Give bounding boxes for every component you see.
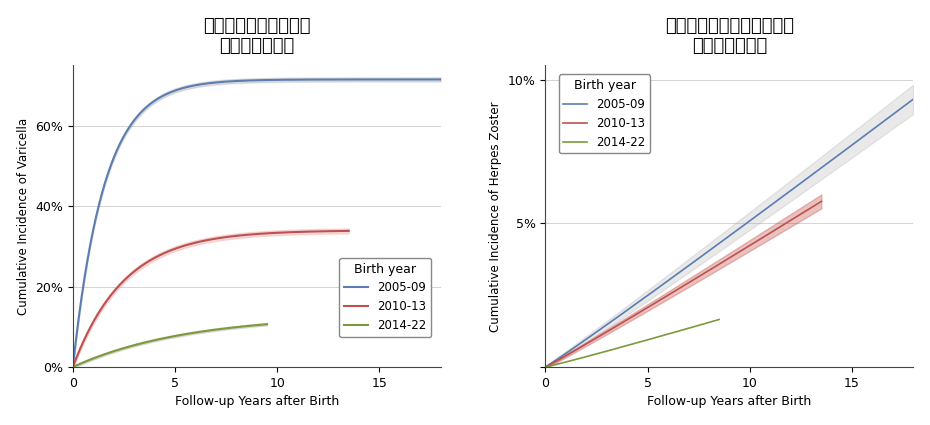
- 2005-09: [286, 77, 298, 82]
- 2010-13: [739, 246, 751, 251]
- 2010-13: [740, 245, 751, 250]
- 2005-09: [266, 77, 277, 82]
- 2010-13: [630, 312, 641, 317]
- 2014-22: [713, 317, 724, 322]
- 2014-22: [612, 346, 623, 351]
- 2005-09: [842, 146, 853, 151]
- 2014-22: [707, 319, 718, 324]
- 2005-09: [242, 78, 253, 83]
- Legend: 2005-09, 2010-13, 2014-22: 2005-09, 2010-13, 2014-22: [559, 74, 650, 153]
- 2005-09: [717, 238, 728, 244]
- 2010-13: [241, 232, 252, 238]
- 2014-22: [540, 365, 551, 370]
- Line: 2010-13: 2010-13: [73, 231, 349, 367]
- 2010-13: [266, 230, 277, 235]
- 2014-22: [67, 365, 78, 370]
- 2010-13: [649, 301, 660, 306]
- 2014-22: [568, 357, 579, 363]
- 2014-22: [610, 346, 621, 351]
- 2014-22: [244, 323, 255, 329]
- 2005-09: [540, 365, 551, 370]
- 2010-13: [268, 230, 279, 235]
- X-axis label: Follow-up Years after Birth: Follow-up Years after Birth: [175, 395, 339, 408]
- Title: 帯状疱疹患者の累積発生率
－出生年代別－: 帯状疱疹患者の累積発生率 －出生年代別－: [665, 17, 794, 56]
- Line: 2005-09: 2005-09: [546, 99, 913, 367]
- 2010-13: [67, 365, 78, 370]
- 2014-22: [183, 331, 194, 336]
- 2014-22: [68, 364, 79, 369]
- 2010-13: [100, 299, 112, 304]
- 2005-09: [714, 240, 725, 245]
- X-axis label: Follow-up Years after Birth: Follow-up Years after Birth: [647, 395, 812, 408]
- Title: 水痘患者の累積発生率
－出生年代別－: 水痘患者の累積発生率 －出生年代別－: [203, 17, 311, 56]
- Line: 2010-13: 2010-13: [546, 201, 821, 367]
- 2014-22: [182, 331, 193, 336]
- 2005-09: [435, 77, 446, 82]
- 2005-09: [67, 365, 78, 370]
- 2010-13: [540, 365, 551, 370]
- 2014-22: [261, 322, 272, 327]
- Line: 2014-22: 2014-22: [546, 320, 719, 367]
- 2005-09: [908, 96, 919, 102]
- 2010-13: [573, 346, 584, 351]
- 2005-09: [245, 78, 256, 83]
- 2005-09: [739, 222, 751, 227]
- 2010-13: [177, 244, 188, 249]
- 2005-09: [759, 207, 770, 212]
- 2010-13: [816, 199, 827, 204]
- 2005-09: [369, 77, 380, 82]
- Line: 2014-22: 2014-22: [73, 324, 267, 367]
- 2005-09: [426, 77, 437, 82]
- Y-axis label: Cumulative Incidence of Herpes Zoster: Cumulative Incidence of Herpes Zoster: [489, 101, 502, 332]
- 2014-22: [641, 338, 652, 343]
- 2010-13: [343, 228, 354, 233]
- Line: 2005-09: 2005-09: [73, 79, 441, 367]
- Legend: 2005-09, 2010-13, 2014-22: 2005-09, 2010-13, 2014-22: [339, 258, 432, 337]
- 2005-09: [899, 103, 910, 108]
- 2014-22: [231, 325, 242, 330]
- 2010-13: [157, 251, 168, 256]
- Y-axis label: Cumulative Incidence of Varicella: Cumulative Incidence of Varicella: [17, 118, 30, 315]
- 2010-13: [713, 262, 724, 267]
- 2014-22: [186, 331, 197, 336]
- 2014-22: [660, 332, 671, 337]
